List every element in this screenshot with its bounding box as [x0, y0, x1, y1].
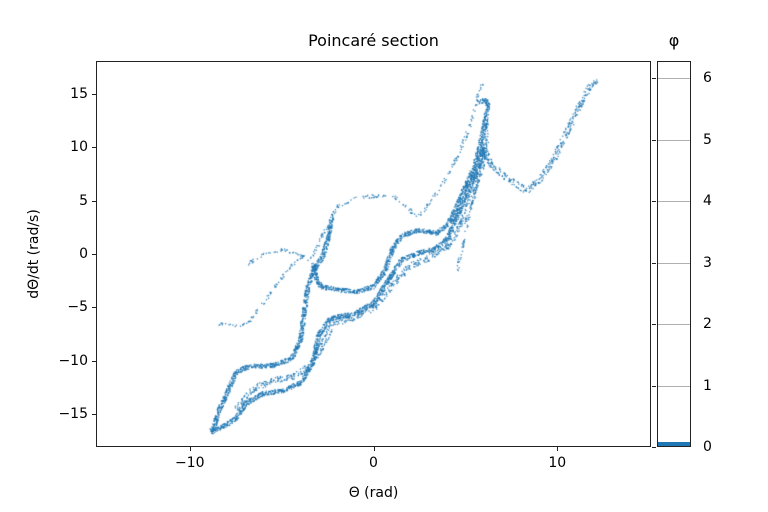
chart-title: Poincaré section [308, 31, 439, 50]
slider-gridline [658, 385, 690, 387]
x-tick-label: 10 [548, 455, 567, 471]
slider-tick [652, 139, 656, 141]
y-tick [92, 307, 96, 309]
slider-tick [652, 385, 656, 387]
y-tick [92, 200, 96, 202]
x-axis-label: Θ (rad) [348, 485, 399, 501]
y-tick-label: −10 [58, 352, 88, 369]
slider-gridline [658, 139, 690, 141]
y-tick [92, 94, 96, 96]
slider-gridline [658, 78, 690, 80]
slider-tick-label: 6 [703, 70, 712, 87]
slider-tick [652, 201, 656, 203]
slider-tick-label: 3 [703, 254, 712, 271]
x-tick [557, 447, 559, 451]
x-tick-label: 0 [369, 455, 378, 471]
slider-title: φ [668, 31, 680, 50]
slider-tick-label: 5 [703, 131, 712, 148]
slider-tick-label: 0 [703, 439, 712, 455]
y-tick [92, 413, 96, 415]
scatter-plot [96, 61, 651, 447]
slider-fill[interactable] [658, 442, 690, 446]
y-tick-label: −5 [67, 299, 88, 316]
slider-tick [652, 324, 656, 326]
phi-slider[interactable] [657, 61, 691, 447]
y-tick-label: −15 [58, 405, 88, 422]
y-tick-label: 15 [70, 86, 88, 103]
slider-tick [652, 262, 656, 264]
slider-tick-label: 2 [703, 316, 712, 333]
slider-gridline [658, 262, 690, 264]
y-tick [92, 147, 96, 149]
x-tick-label: −10 [174, 455, 205, 471]
y-tick-label: 0 [79, 246, 88, 262]
x-tick [189, 447, 191, 451]
y-tick-label: 5 [79, 192, 88, 209]
slider-tick [652, 78, 656, 80]
y-tick [92, 360, 96, 362]
y-axis-label: dΘ/dt (rad/s) [26, 209, 42, 299]
slider-tick-label: 4 [703, 193, 712, 210]
y-tick-label: 10 [70, 139, 88, 156]
slider-tick [652, 447, 656, 448]
slider-tick-label: 1 [703, 377, 712, 394]
x-tick [373, 447, 375, 451]
slider-gridline [658, 324, 690, 326]
slider-gridline [658, 201, 690, 203]
y-tick [92, 254, 96, 255]
